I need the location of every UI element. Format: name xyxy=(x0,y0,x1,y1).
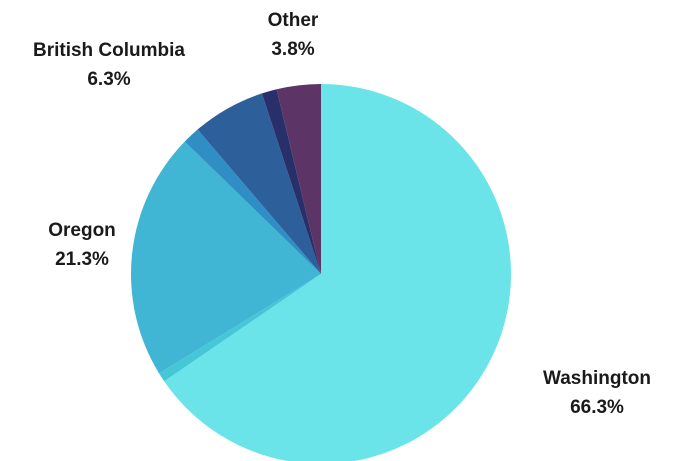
label-oregon: Oregon 21.3% xyxy=(22,216,142,274)
pie-slice-british-columbia xyxy=(197,93,321,274)
label-oregon-pct: 21.3% xyxy=(55,249,109,270)
label-washington-name: Washington xyxy=(543,368,651,389)
label-other-pct: 3.8% xyxy=(271,39,315,60)
pie-slice-unlabeled-3 xyxy=(184,129,321,274)
label-washington-pct: 66.3% xyxy=(570,397,624,418)
pie-slice-unlabeled-5 xyxy=(261,89,321,275)
label-other: Other 3.8% xyxy=(243,6,343,64)
pie-slice-unlabeled-1 xyxy=(159,274,321,382)
pie-slice-other xyxy=(276,84,321,274)
label-british-columbia: British Columbia 6.3% xyxy=(4,36,214,94)
pie-slice-washington xyxy=(164,84,511,461)
label-oregon-name: Oregon xyxy=(48,220,116,241)
label-other-name: Other xyxy=(267,10,319,31)
label-washington: Washington 66.3% xyxy=(522,364,672,422)
pie-slice-oregon xyxy=(131,141,321,374)
label-british-columbia-name: British Columbia xyxy=(32,40,185,61)
label-british-columbia-pct: 6.3% xyxy=(87,69,131,90)
